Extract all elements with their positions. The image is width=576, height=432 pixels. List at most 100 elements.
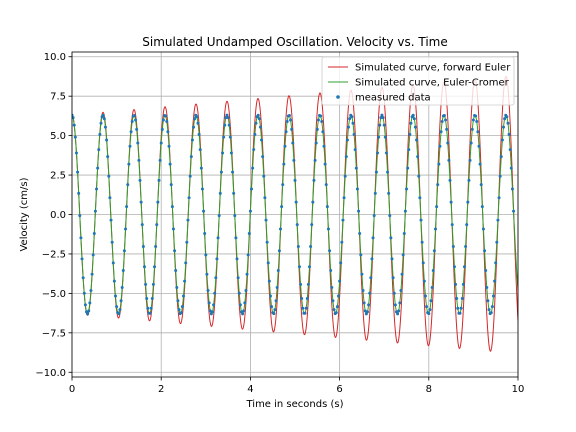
measured-data-point xyxy=(461,282,465,286)
measured-data-point xyxy=(110,240,114,244)
measured-data-point xyxy=(460,296,464,300)
y-tick-label: −5.0 xyxy=(42,289,66,300)
measured-data-point xyxy=(245,272,249,276)
measured-data-point xyxy=(413,125,417,129)
measured-data-point xyxy=(125,205,129,209)
x-tick-label: 10 xyxy=(512,384,525,395)
measured-data-point xyxy=(368,291,372,295)
measured-data-point xyxy=(202,209,206,213)
measured-data-point xyxy=(234,236,238,240)
measured-data-point xyxy=(396,312,400,316)
measured-data-point xyxy=(437,162,441,166)
measured-data-point xyxy=(303,311,307,315)
measured-data-point xyxy=(254,121,258,125)
measured-data-point xyxy=(301,306,305,310)
measured-data-point xyxy=(480,205,484,209)
measured-data-point xyxy=(291,141,295,145)
measured-data-point xyxy=(115,305,119,309)
measured-data-point xyxy=(126,183,130,187)
measured-data-point xyxy=(204,253,208,257)
measured-data-point xyxy=(129,130,133,134)
measured-data-point xyxy=(344,155,348,159)
y-tick-label: −2.5 xyxy=(42,249,66,260)
measured-data-point xyxy=(145,296,149,300)
measured-data-point xyxy=(372,214,376,218)
measured-data-point xyxy=(416,155,420,159)
measured-data-point xyxy=(139,200,143,204)
measured-data-point xyxy=(331,299,335,303)
measured-data-point xyxy=(506,121,510,125)
measured-data-point xyxy=(455,296,459,300)
measured-data-point xyxy=(401,253,405,257)
measured-data-point xyxy=(273,308,277,312)
measured-data-point xyxy=(478,162,482,166)
measured-data-point xyxy=(400,272,404,276)
measured-data-point xyxy=(392,291,396,295)
measured-data-point xyxy=(439,130,443,134)
measured-data-point xyxy=(151,282,155,286)
x-tick-label: 4 xyxy=(247,384,253,395)
measured-data-point xyxy=(329,269,333,273)
measured-data-point xyxy=(176,299,180,303)
measured-data-point xyxy=(121,269,125,273)
measured-data-point xyxy=(144,282,148,286)
measured-data-point xyxy=(296,244,300,248)
measured-data-point xyxy=(165,120,169,124)
measured-data-point xyxy=(153,265,157,269)
measured-data-point xyxy=(339,261,343,265)
series-layer xyxy=(72,75,518,352)
measured-data-point xyxy=(393,303,397,307)
measured-data-point xyxy=(357,209,361,213)
measured-data-point xyxy=(297,265,301,269)
measured-data-point xyxy=(150,296,154,300)
measured-data-point xyxy=(376,151,380,155)
measured-data-point xyxy=(471,118,475,122)
measured-data-point xyxy=(315,127,319,131)
measured-data-point xyxy=(325,205,329,209)
measured-data-point xyxy=(433,227,437,231)
measured-data-point xyxy=(494,261,498,265)
measured-data-point xyxy=(485,286,489,290)
measured-data-point xyxy=(498,174,502,178)
measured-data-point xyxy=(454,282,458,286)
measured-data-point xyxy=(142,265,146,269)
measured-data-point xyxy=(141,244,145,248)
measured-data-point xyxy=(403,209,407,213)
measured-data-point xyxy=(197,132,201,136)
measured-data-point xyxy=(251,166,255,170)
measured-data-point xyxy=(358,231,362,235)
measured-data-point xyxy=(353,148,357,152)
measured-data-point xyxy=(373,191,377,195)
measured-data-point xyxy=(309,244,313,248)
measured-data-point xyxy=(351,121,355,125)
measured-data-point xyxy=(340,240,344,244)
measured-data-point xyxy=(335,305,339,309)
measured-data-point xyxy=(169,183,173,187)
measured-data-point xyxy=(157,178,161,182)
measured-data-point xyxy=(214,276,218,280)
measured-data-point xyxy=(512,209,516,213)
measured-data-point xyxy=(284,130,288,134)
measured-data-point xyxy=(354,166,358,170)
measured-data-point xyxy=(221,151,225,155)
measured-data-point xyxy=(452,265,456,269)
measured-data-point xyxy=(265,240,269,244)
measured-data-point xyxy=(419,218,423,222)
x-tick-label: 0 xyxy=(69,384,75,395)
measured-data-point xyxy=(233,214,237,218)
measured-data-point xyxy=(256,113,260,117)
measured-data-point xyxy=(308,265,311,269)
measured-data-point xyxy=(168,162,172,166)
measured-data-point xyxy=(411,113,415,117)
measured-data-point xyxy=(236,276,240,280)
measured-data-point xyxy=(138,178,142,182)
measured-data-point xyxy=(111,261,115,265)
measured-data-point xyxy=(96,166,100,170)
measured-data-point xyxy=(87,309,91,313)
measured-data-point xyxy=(425,305,429,309)
measured-data-point xyxy=(451,244,455,248)
measured-data-point xyxy=(465,223,469,227)
measured-data-point xyxy=(299,282,303,286)
measured-data-point xyxy=(510,187,514,191)
measured-data-point xyxy=(252,148,256,152)
